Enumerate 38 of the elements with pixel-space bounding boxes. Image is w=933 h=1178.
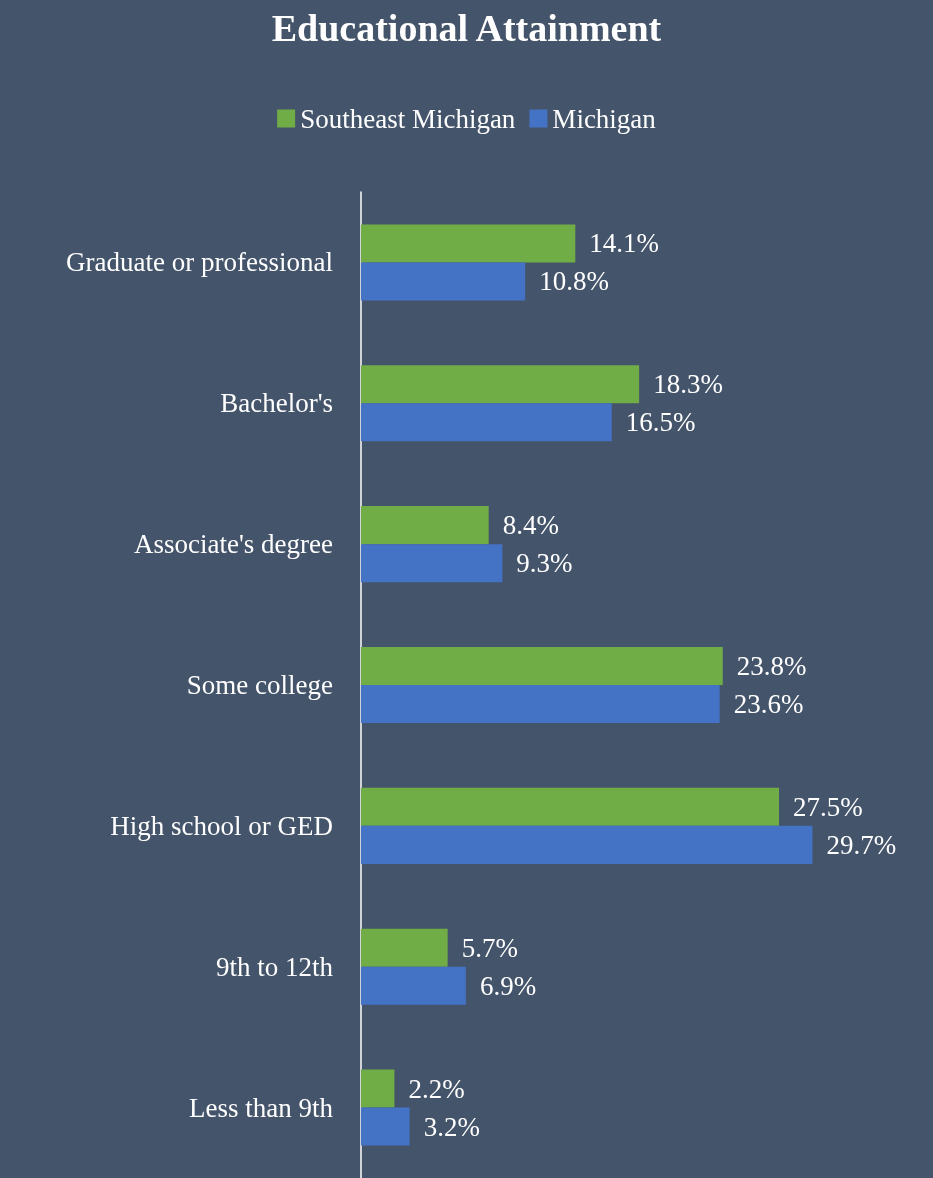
data-label: 2.2% <box>408 1073 465 1104</box>
data-label: 9.3% <box>516 548 573 579</box>
data-label: 3.2% <box>423 1111 480 1142</box>
bar <box>361 403 612 442</box>
data-label: 23.8% <box>736 650 807 681</box>
y-tick-label: High school or GED <box>110 810 333 841</box>
y-tick-label: Associate's degree <box>133 529 333 560</box>
bar <box>361 262 526 301</box>
bar <box>361 787 779 826</box>
bar <box>361 966 466 1005</box>
y-tick-label: Some college <box>186 670 333 700</box>
bar <box>361 224 576 263</box>
y-tick-label: Less than 9th <box>189 1092 334 1123</box>
chart-title: Educational Attainment <box>271 7 662 49</box>
data-label: 23.6% <box>733 689 804 720</box>
data-label: 5.7% <box>461 932 518 963</box>
bar <box>361 544 503 583</box>
y-tick-label: Bachelor's <box>220 388 333 419</box>
data-label: 10.8% <box>539 266 609 297</box>
data-label: 29.7% <box>826 829 897 860</box>
data-label: 8.4% <box>502 510 559 541</box>
data-label: 14.1% <box>589 228 660 259</box>
data-label: 16.5% <box>625 407 696 438</box>
bar <box>361 646 723 685</box>
y-tick-label: 9th to 12th <box>215 951 334 982</box>
data-label: 18.3% <box>653 369 723 400</box>
bar <box>361 928 448 967</box>
bar <box>361 825 813 864</box>
data-label: 6.9% <box>479 970 537 1001</box>
y-tick-label: Graduate or professional <box>66 247 333 278</box>
bar <box>361 1107 410 1146</box>
bar <box>361 1069 395 1108</box>
bar <box>361 365 640 404</box>
legend-label: Southeast Michigan <box>300 103 516 134</box>
legend-label: Michigan <box>552 103 657 134</box>
data-label: 27.5% <box>793 791 863 822</box>
bar <box>361 506 489 545</box>
bar <box>361 685 720 724</box>
